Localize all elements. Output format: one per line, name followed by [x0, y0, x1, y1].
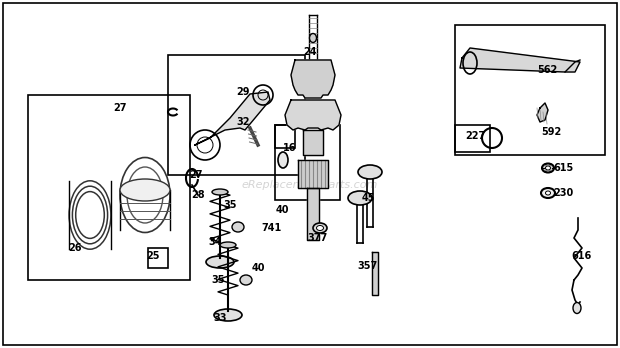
Polygon shape — [307, 188, 319, 240]
Ellipse shape — [348, 191, 372, 205]
Text: 28: 28 — [191, 190, 205, 200]
Bar — [275, 125, 295, 148]
Text: 741: 741 — [262, 223, 282, 233]
Ellipse shape — [278, 152, 288, 168]
Text: 29: 29 — [236, 87, 250, 97]
Text: 24: 24 — [303, 47, 317, 57]
Text: 562: 562 — [537, 65, 557, 75]
Polygon shape — [291, 60, 335, 98]
Ellipse shape — [573, 302, 581, 314]
Ellipse shape — [313, 223, 327, 233]
Ellipse shape — [232, 222, 244, 232]
Polygon shape — [195, 92, 270, 145]
Ellipse shape — [240, 275, 252, 285]
Text: 32: 32 — [236, 117, 250, 127]
Text: 27: 27 — [189, 170, 203, 180]
Text: 25: 25 — [146, 251, 160, 261]
Text: eReplacementParts.com: eReplacementParts.com — [242, 180, 378, 190]
Ellipse shape — [542, 164, 554, 173]
Text: 34: 34 — [208, 237, 222, 247]
Text: 27: 27 — [113, 103, 126, 113]
Polygon shape — [460, 48, 580, 72]
Bar — [148, 248, 168, 268]
Ellipse shape — [212, 189, 228, 195]
Text: 40: 40 — [275, 205, 289, 215]
Text: 357: 357 — [358, 261, 378, 271]
Bar — [455, 125, 490, 152]
Text: 377: 377 — [308, 233, 328, 243]
Text: 592: 592 — [541, 127, 561, 137]
Polygon shape — [285, 100, 341, 130]
Ellipse shape — [214, 309, 242, 321]
Polygon shape — [298, 160, 328, 188]
Ellipse shape — [546, 166, 551, 170]
Ellipse shape — [220, 242, 236, 248]
Ellipse shape — [546, 191, 551, 195]
Text: 616: 616 — [572, 251, 592, 261]
Text: 33: 33 — [213, 313, 227, 323]
Text: 40: 40 — [251, 263, 265, 273]
Text: 16: 16 — [283, 143, 297, 153]
Ellipse shape — [316, 226, 324, 230]
Ellipse shape — [541, 188, 555, 198]
Text: 35: 35 — [223, 200, 237, 210]
Text: 35: 35 — [211, 275, 224, 285]
Bar — [275, 125, 340, 200]
Bar — [168, 55, 305, 175]
Bar — [455, 25, 605, 155]
Ellipse shape — [120, 179, 170, 201]
Polygon shape — [372, 252, 378, 295]
Ellipse shape — [206, 256, 234, 268]
Ellipse shape — [358, 165, 382, 179]
Polygon shape — [303, 130, 323, 155]
Bar — [28, 95, 190, 280]
Polygon shape — [537, 103, 548, 122]
Text: 26: 26 — [68, 243, 82, 253]
Text: 230: 230 — [553, 188, 573, 198]
Ellipse shape — [309, 33, 316, 42]
Text: 615: 615 — [553, 163, 573, 173]
Text: 45: 45 — [361, 193, 374, 203]
Text: 227: 227 — [465, 131, 485, 141]
